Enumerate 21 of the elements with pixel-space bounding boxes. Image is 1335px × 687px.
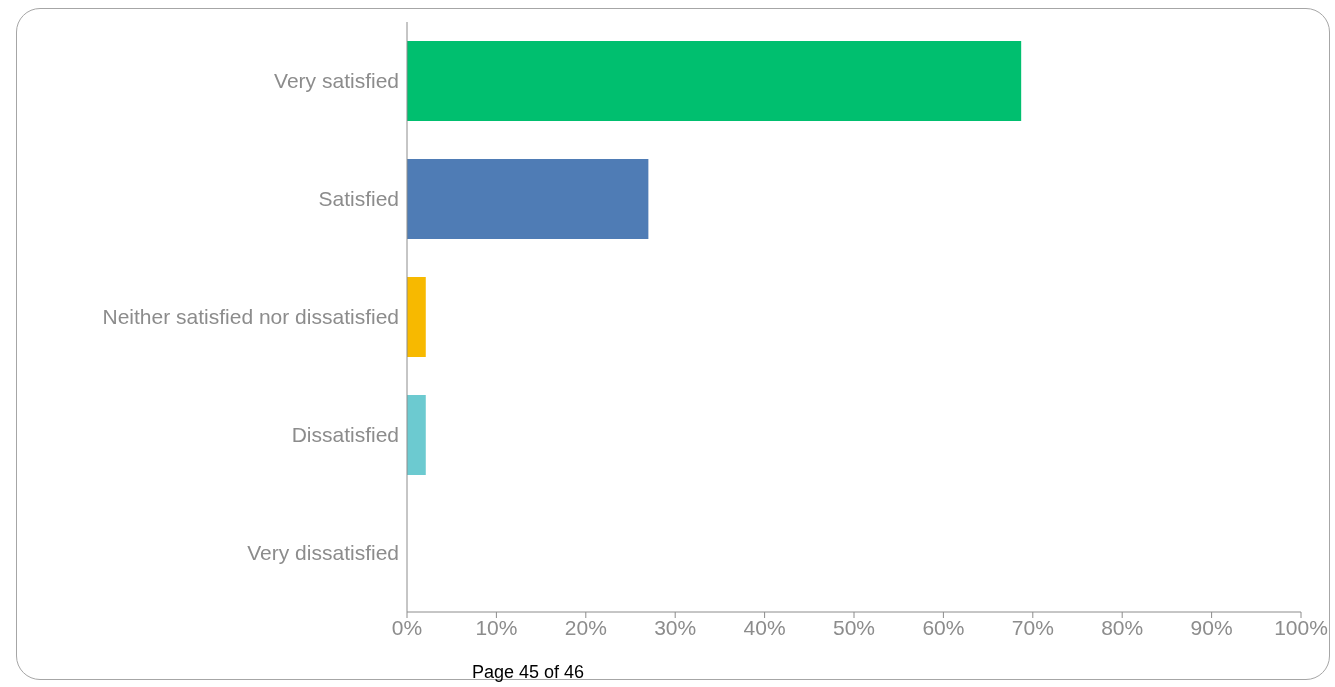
- x-tick-label: 50%: [832, 615, 876, 639]
- x-tick-label: 0%: [391, 615, 423, 639]
- x-tick-label: 70%: [1011, 615, 1054, 639]
- bar: [407, 158, 649, 239]
- bar: [407, 276, 426, 357]
- x-tick-label: 100%: [1274, 615, 1328, 639]
- y-tick-label: Very dissatisfied: [247, 541, 399, 565]
- text: Page 45 of 46: [472, 662, 585, 683]
- x-tick-label: 10%: [475, 615, 518, 639]
- y-tick-label: Neither satisfied nor dissatisfied: [102, 305, 399, 329]
- x-tick-label: 80%: [1101, 615, 1144, 639]
- y-tick-label: Dissatisfied: [291, 423, 399, 447]
- x-tick-label: 60%: [922, 615, 965, 639]
- x-tick-label: 90%: [1190, 615, 1233, 639]
- x-tick-label: 40%: [743, 615, 786, 639]
- x-tick-label: 20%: [564, 615, 607, 639]
- bar: [407, 40, 1022, 121]
- x-tick-label: 30%: [654, 615, 697, 639]
- y-tick-label: Satisfied: [318, 187, 399, 211]
- y-tick-label: Very satisfied: [274, 69, 399, 93]
- bar: [407, 394, 426, 475]
